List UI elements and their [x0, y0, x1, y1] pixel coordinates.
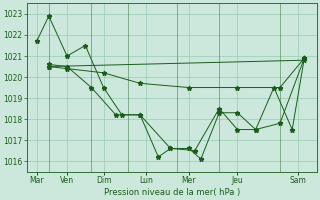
X-axis label: Pression niveau de la mer( hPa ): Pression niveau de la mer( hPa ) [104, 188, 240, 197]
